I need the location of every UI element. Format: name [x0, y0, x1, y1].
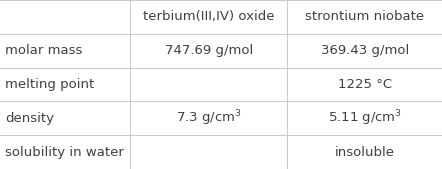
Text: 369.43 g/mol: 369.43 g/mol — [320, 44, 409, 57]
Text: melting point: melting point — [5, 78, 95, 91]
Text: 1225 °C: 1225 °C — [338, 78, 392, 91]
Text: molar mass: molar mass — [5, 44, 83, 57]
Text: 7.3 g/cm$^{3}$: 7.3 g/cm$^{3}$ — [176, 108, 242, 128]
Text: density: density — [5, 112, 54, 125]
Text: solubility in water: solubility in water — [5, 146, 124, 159]
Text: insoluble: insoluble — [335, 146, 395, 159]
Text: terbium(III,IV) oxide: terbium(III,IV) oxide — [143, 10, 274, 23]
Text: 5.11 g/cm$^{3}$: 5.11 g/cm$^{3}$ — [328, 108, 402, 128]
Text: 747.69 g/mol: 747.69 g/mol — [165, 44, 253, 57]
Text: strontium niobate: strontium niobate — [305, 10, 424, 23]
